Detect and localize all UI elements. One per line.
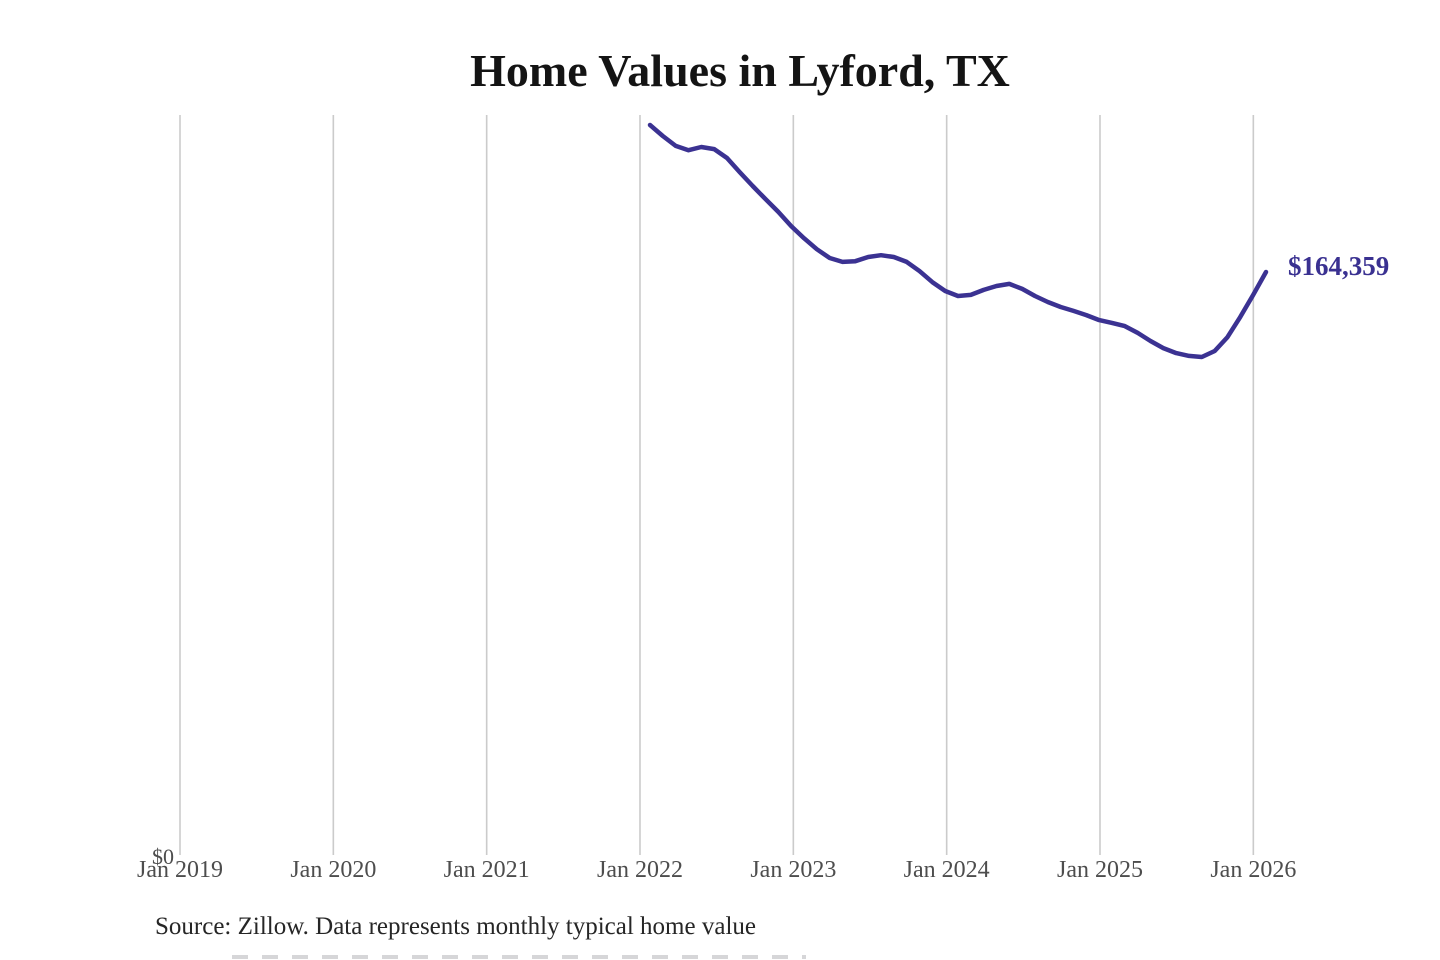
x-tick-label: Jan 2019 — [137, 857, 223, 883]
clipped-text-artifact — [232, 955, 806, 959]
x-tick-label: Jan 2021 — [443, 857, 530, 883]
x-tick-label: Jan 2025 — [1056, 857, 1143, 883]
chart-title: Home Values in Lyford, TX — [470, 45, 1010, 96]
series-end-value-label: $164,359 — [1288, 251, 1390, 281]
source-note: Source: Zillow. Data represents monthly … — [155, 913, 756, 940]
vertical-gridlines — [179, 115, 1255, 855]
x-tick-label: Jan 2026 — [1210, 857, 1297, 883]
x-tick-label: Jan 2022 — [596, 857, 683, 883]
x-tick-label: Jan 2023 — [750, 857, 837, 883]
x-tick-label: Jan 2024 — [903, 857, 990, 883]
y-axis-zero-label: $0 — [152, 844, 174, 869]
x-tick-label: Jan 2020 — [290, 857, 377, 883]
home-value-series-line — [647, 122, 1269, 360]
